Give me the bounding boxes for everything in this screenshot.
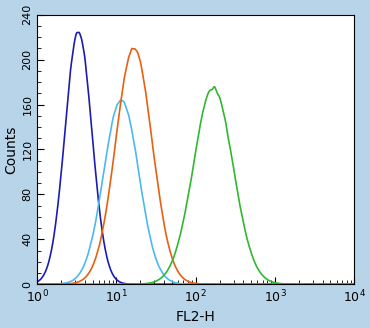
Y-axis label: Counts: Counts (4, 125, 18, 174)
X-axis label: FL2-H: FL2-H (176, 310, 216, 324)
